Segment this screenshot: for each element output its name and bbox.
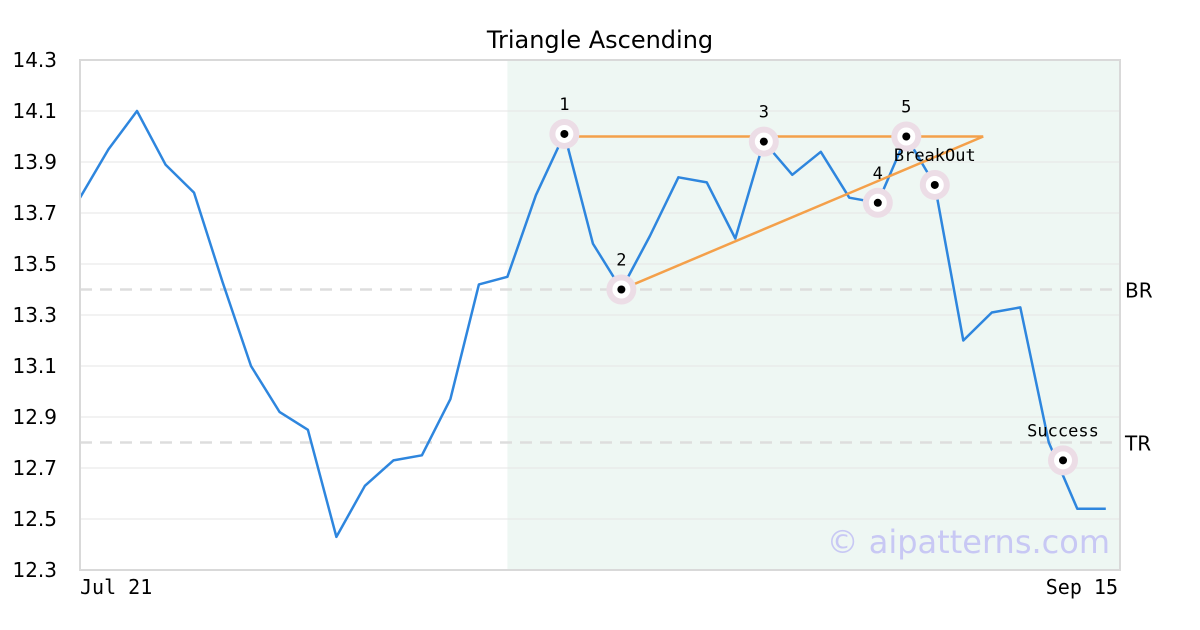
x-tick-label: Jul 21 (80, 575, 152, 599)
point-marker-5 (902, 132, 911, 141)
y-tick-label: 12.9 (12, 405, 57, 429)
trend-line-support (620, 135, 984, 291)
level-label-br: BR (1125, 279, 1153, 303)
y-tick-label: 13.1 (12, 354, 57, 378)
y-axis-ticks: 12.3 12.5 12.7 12.9 13.1 13.3 13.5 13.7 13.9 14.1… (12, 48, 57, 582)
x-tick-label: Sep 15 (1046, 575, 1118, 599)
point-label-success: Success (1027, 421, 1099, 441)
plot-border (79, 59, 1121, 571)
point-marker-2 (617, 285, 626, 294)
point-marker-success (1059, 456, 1068, 465)
y-tick-label: 13.5 (12, 252, 57, 276)
point-label-3: 3 (759, 103, 769, 123)
point-marker-3 (759, 137, 768, 146)
level-label-tr: TR (1124, 432, 1151, 456)
y-tick-label: 12.3 (12, 558, 57, 582)
y-tick-label: 12.5 (12, 507, 57, 531)
watermark: © aipatterns.com (827, 523, 1110, 561)
y-tick-label: 13.9 (12, 150, 57, 174)
y-tick-label: 12.7 (12, 456, 57, 480)
chart-title: Triangle Ascending (486, 26, 713, 54)
y-tick-label: 13.7 (12, 201, 57, 225)
point-label-4: 4 (873, 164, 883, 184)
pattern-points: 1 2 3 4 5 BreakOut Success (549, 95, 1099, 476)
point-label-1: 1 (559, 95, 569, 115)
y-tick-label: 13.3 (12, 303, 57, 327)
point-marker-breakout (930, 180, 939, 189)
level-lines: BR TR (80, 279, 1153, 456)
y-tick-label: 14.1 (12, 99, 57, 123)
point-marker-1 (560, 129, 569, 138)
plot-frame (79, 59, 1121, 571)
x-axis-ticks: Jul 21 Sep 15 (80, 575, 1118, 599)
point-label-2: 2 (616, 251, 626, 271)
point-marker-4 (873, 198, 882, 207)
point-label-5: 5 (901, 98, 911, 118)
y-tick-label: 14.3 (12, 48, 57, 72)
point-label-breakout: BreakOut (894, 146, 976, 166)
